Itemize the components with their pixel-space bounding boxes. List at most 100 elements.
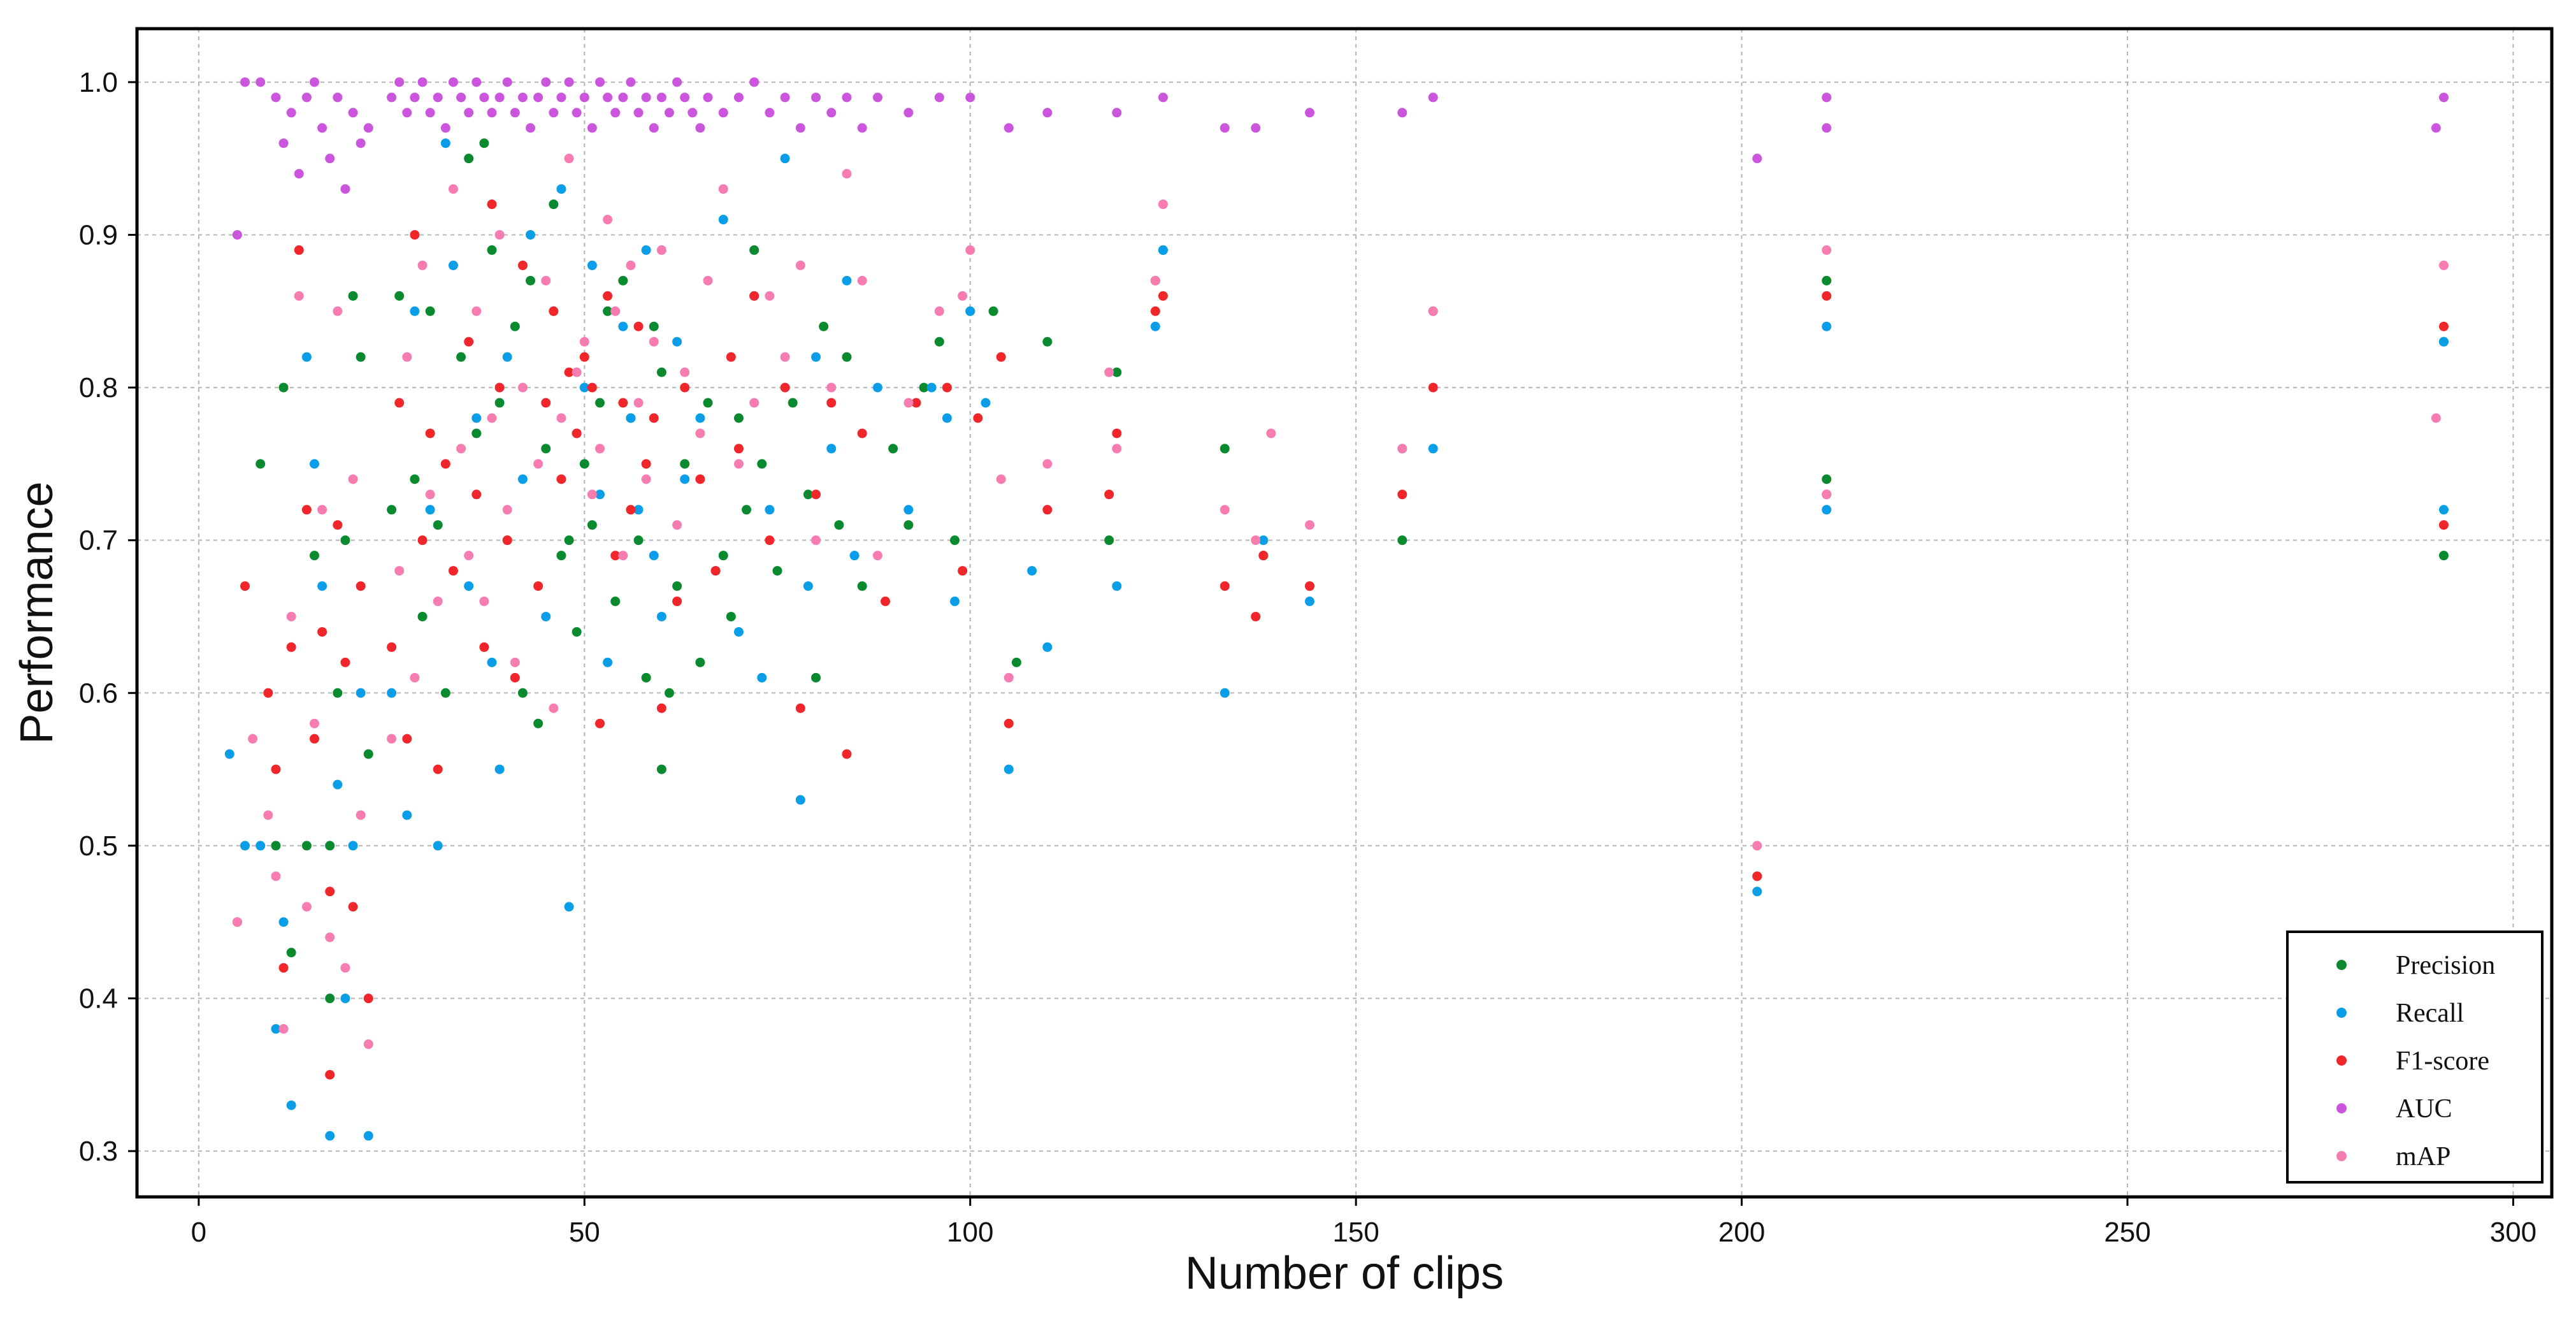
data-point: [340, 963, 350, 973]
x-tick-label: 150: [1332, 1217, 1379, 1248]
legend: Precision Recall F1-score AUC mAP: [2286, 931, 2544, 1184]
data-point: [1011, 657, 1021, 667]
x-tick-label: 0: [191, 1217, 206, 1248]
data-point: [556, 551, 566, 561]
plot-frame: [135, 27, 2554, 1199]
data-point: [1027, 566, 1037, 576]
data-point: [595, 77, 605, 87]
legend-marker: [2336, 1151, 2347, 1161]
data-point: [811, 535, 821, 546]
data-point: [278, 963, 289, 973]
data-point: [363, 1131, 373, 1141]
data-point: [433, 597, 443, 607]
data-point: [826, 382, 837, 393]
data-point: [664, 108, 674, 118]
data-point: [533, 581, 543, 591]
data-point: [1397, 444, 1407, 454]
legend-label: AUC: [2396, 1094, 2452, 1124]
data-point: [2431, 413, 2441, 423]
data-point: [603, 92, 613, 103]
data-point: [649, 337, 659, 347]
data-point: [494, 764, 505, 774]
data-point: [1822, 123, 1832, 133]
data-point: [448, 77, 458, 87]
data-point: [502, 352, 512, 362]
data-point: [410, 672, 420, 683]
data-point: [1042, 337, 1053, 347]
data-point: [402, 734, 412, 744]
data-point: [456, 352, 466, 362]
data-point: [819, 321, 829, 331]
data-point: [903, 505, 914, 515]
data-point: [240, 581, 250, 591]
data-point: [749, 245, 759, 255]
x-tick-label: 100: [947, 1217, 993, 1248]
data-point: [1158, 291, 1168, 301]
data-point: [301, 352, 312, 362]
data-point: [649, 413, 659, 423]
data-point: [255, 77, 266, 87]
data-point: [309, 459, 319, 469]
data-point: [410, 474, 420, 484]
data-point: [765, 108, 775, 118]
data-point: [502, 505, 512, 515]
data-point: [718, 184, 728, 194]
data-point: [448, 566, 458, 576]
data-point: [1397, 108, 1407, 118]
data-point: [2438, 337, 2449, 347]
data-point: [348, 108, 358, 118]
data-point: [757, 672, 767, 683]
data-point: [680, 474, 690, 484]
data-point: [402, 108, 412, 118]
y-tick-label: 0.7: [79, 525, 118, 556]
data-point: [610, 551, 621, 561]
legend-marker: [2336, 1055, 2347, 1066]
data-point: [680, 367, 690, 377]
data-point: [849, 551, 860, 561]
data-point: [749, 291, 759, 301]
data-point: [240, 841, 250, 851]
data-point: [301, 902, 312, 912]
data-point: [301, 505, 312, 515]
data-point: [271, 1024, 281, 1034]
data-point: [842, 352, 852, 362]
data-point: [587, 489, 597, 500]
data-point: [633, 398, 644, 408]
data-point: [2438, 260, 2449, 270]
data-point: [487, 245, 497, 255]
data-point: [618, 92, 628, 103]
data-point: [417, 77, 428, 87]
data-point: [695, 123, 705, 133]
data-point: [857, 123, 867, 133]
data-point: [510, 657, 520, 667]
legend-label: Recall: [2396, 999, 2464, 1028]
data-point: [733, 459, 744, 469]
data-point: [263, 810, 273, 820]
x-tick-label: 250: [2104, 1217, 2150, 1248]
data-point: [1822, 275, 1832, 286]
data-point: [618, 321, 628, 331]
data-point: [564, 535, 574, 546]
data-point: [325, 932, 335, 943]
data-point: [440, 459, 450, 469]
data-point: [572, 626, 582, 637]
data-point: [333, 92, 343, 103]
data-point: [996, 474, 1006, 484]
data-point: [1220, 444, 1230, 454]
data-point: [1042, 459, 1053, 469]
data-point: [363, 1039, 373, 1049]
data-point: [402, 352, 412, 362]
data-point: [656, 245, 666, 255]
data-point: [417, 611, 428, 621]
data-point: [965, 245, 975, 255]
data-point: [556, 92, 566, 103]
data-point: [1428, 92, 1438, 103]
data-point: [672, 597, 682, 607]
data-point: [278, 138, 289, 148]
data-point: [641, 672, 651, 683]
data-point: [440, 123, 450, 133]
data-point: [672, 520, 682, 530]
legend-item: Recall: [2336, 999, 2464, 1028]
data-point: [417, 260, 428, 270]
